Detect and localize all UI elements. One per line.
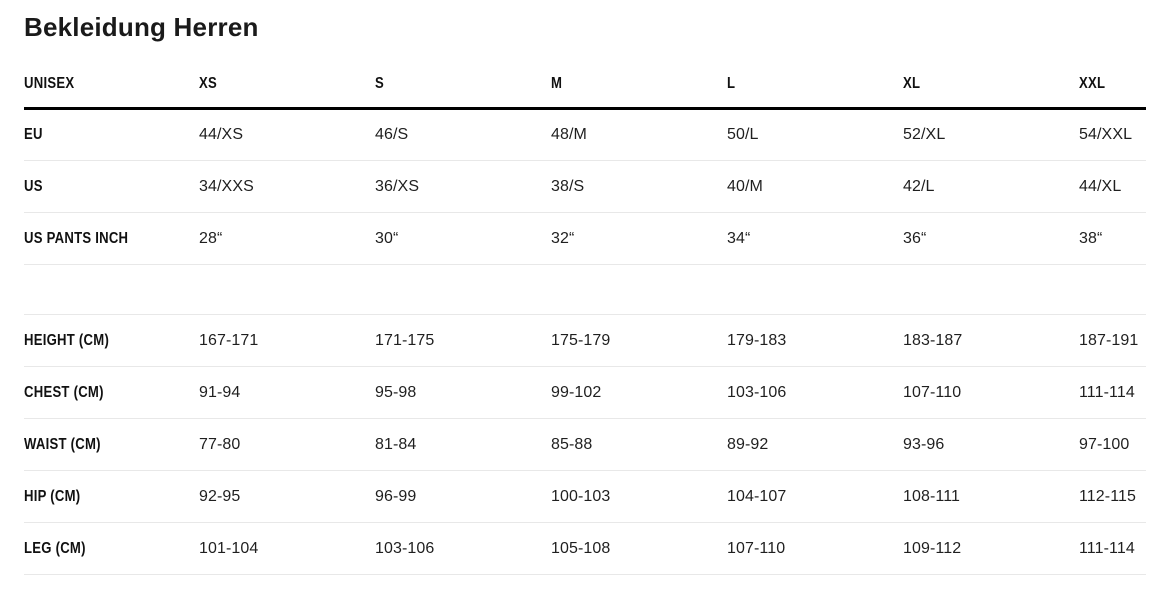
cell: 52/XL <box>903 108 1079 162</box>
row-label-text: CHEST (CM) <box>24 383 104 401</box>
cell: 30“ <box>375 212 551 266</box>
size-table-header: UNISEX XS S M L XL XXL <box>24 75 1146 111</box>
table-row: HIP (CM) 92-95 96-99 100-103 104-107 108-111 1… <box>24 470 1146 524</box>
header-cell-l: L <box>727 75 903 111</box>
cell: 179-183 <box>727 314 903 368</box>
cell: 103-106 <box>375 522 551 576</box>
row-label: HEIGHT (CM) <box>24 314 199 368</box>
header-cell-xl: XL <box>903 75 1079 111</box>
cell: 89-92 <box>727 418 903 472</box>
cell: 36/XS <box>375 160 551 214</box>
cell: 46/S <box>375 108 551 162</box>
table-row: CHEST (CM) 91-94 95-98 99-102 103-106 107-110… <box>24 366 1146 420</box>
row-label-text: HEIGHT (CM) <box>24 331 110 349</box>
cell: 108-111 <box>903 470 1079 524</box>
cell: 81-84 <box>375 418 551 472</box>
cell: 97-100 <box>1079 418 1146 472</box>
cell: 103-106 <box>727 366 903 420</box>
cell: 28“ <box>199 212 375 266</box>
cell: 99-102 <box>551 366 727 420</box>
row-label-text: EU <box>24 126 43 144</box>
header-cell-xxl: XXL <box>1079 75 1146 111</box>
cell: 92-95 <box>199 470 375 524</box>
row-label: EU <box>24 108 199 162</box>
cell: 40/M <box>727 160 903 214</box>
table-row: HEIGHT (CM) 167-171 171-175 175-179 179-183 1… <box>24 314 1146 368</box>
cell: 183-187 <box>903 314 1079 368</box>
header-cell-s: S <box>375 75 551 111</box>
header-cell-xs: XS <box>199 75 375 111</box>
cell: 107-110 <box>727 522 903 576</box>
body-measurements-section: HEIGHT (CM) 167-171 171-175 175-179 179-183 1… <box>24 314 1146 576</box>
row-label-text: HIP (CM) <box>24 487 81 505</box>
cell: 167-171 <box>199 314 375 368</box>
cell: 44/XL <box>1079 160 1146 214</box>
cell: 111-114 <box>1079 522 1146 576</box>
row-label: HIP (CM) <box>24 470 199 524</box>
header-label: L <box>727 75 736 93</box>
cell: 44/XS <box>199 108 375 162</box>
cell: 32“ <box>551 212 727 266</box>
header-label: XXL <box>1079 75 1106 93</box>
section-spacer <box>24 264 1146 316</box>
cell: 85-88 <box>551 418 727 472</box>
cell: 38/S <box>551 160 727 214</box>
row-label-text: LEG (CM) <box>24 539 86 557</box>
spacer-cell <box>24 264 1146 316</box>
header-label: XS <box>199 75 218 93</box>
row-label: WAIST (CM) <box>24 418 199 472</box>
page-title: Bekleidung Herren <box>24 12 259 42</box>
table-row: LEG (CM) 101-104 103-106 105-108 107-110 109-… <box>24 522 1146 576</box>
cell: 104-107 <box>727 470 903 524</box>
row-label: US <box>24 160 199 214</box>
cell: 54/XXL <box>1079 108 1146 162</box>
size-conversion-section: EU 44/XS 46/S 48/M 50/L 52/XL 54/XXL US 34/XXS 36… <box>24 108 1146 266</box>
cell: 91-94 <box>199 366 375 420</box>
cell: 105-108 <box>551 522 727 576</box>
cell: 77-80 <box>199 418 375 472</box>
cell: 34/XXS <box>199 160 375 214</box>
row-label: CHEST (CM) <box>24 366 199 420</box>
cell: 36“ <box>903 212 1079 266</box>
cell: 101-104 <box>199 522 375 576</box>
header-row: UNISEX XS S M L XL XXL <box>24 75 1146 111</box>
header-cell-unisex: UNISEX <box>24 75 199 111</box>
cell: 171-175 <box>375 314 551 368</box>
cell: 93-96 <box>903 418 1079 472</box>
cell: 34“ <box>727 212 903 266</box>
header-label: XL <box>903 75 921 93</box>
header-cell-m: M <box>551 75 727 111</box>
table-row: EU 44/XS 46/S 48/M 50/L 52/XL 54/XXL <box>24 108 1146 162</box>
row-label: US PANTS INCH <box>24 212 199 266</box>
cell: 109-112 <box>903 522 1079 576</box>
row-label-text: US <box>24 177 43 195</box>
spacer-row <box>24 264 1146 316</box>
cell: 100-103 <box>551 470 727 524</box>
header-label: M <box>551 75 563 93</box>
row-label-text: WAIST (CM) <box>24 435 101 453</box>
row-label: LEG (CM) <box>24 522 199 576</box>
table-row: US 34/XXS 36/XS 38/S 40/M 42/L 44/XL <box>24 160 1146 214</box>
cell: 107-110 <box>903 366 1079 420</box>
cell: 50/L <box>727 108 903 162</box>
size-chart-page: Bekleidung Herren UNISEX XS S M L XL XXL… <box>24 12 1146 576</box>
cell: 38“ <box>1079 212 1146 266</box>
table-row: WAIST (CM) 77-80 81-84 85-88 89-92 93-96 97-10… <box>24 418 1146 472</box>
cell: 96-99 <box>375 470 551 524</box>
cell: 42/L <box>903 160 1079 214</box>
header-label: UNISEX <box>24 75 75 93</box>
cell: 175-179 <box>551 314 727 368</box>
cell: 187-191 <box>1079 314 1146 368</box>
table-row: US PANTS INCH 28“ 30“ 32“ 34“ 36“ 38“ <box>24 212 1146 266</box>
cell: 112-115 <box>1079 470 1146 524</box>
row-label-text: US PANTS INCH <box>24 229 129 247</box>
cell: 48/M <box>551 108 727 162</box>
header-label: S <box>375 75 385 93</box>
cell: 95-98 <box>375 366 551 420</box>
cell: 111-114 <box>1079 366 1146 420</box>
size-table: UNISEX XS S M L XL XXL EU 44/XS 46/S 48/M 50… <box>24 75 1146 576</box>
